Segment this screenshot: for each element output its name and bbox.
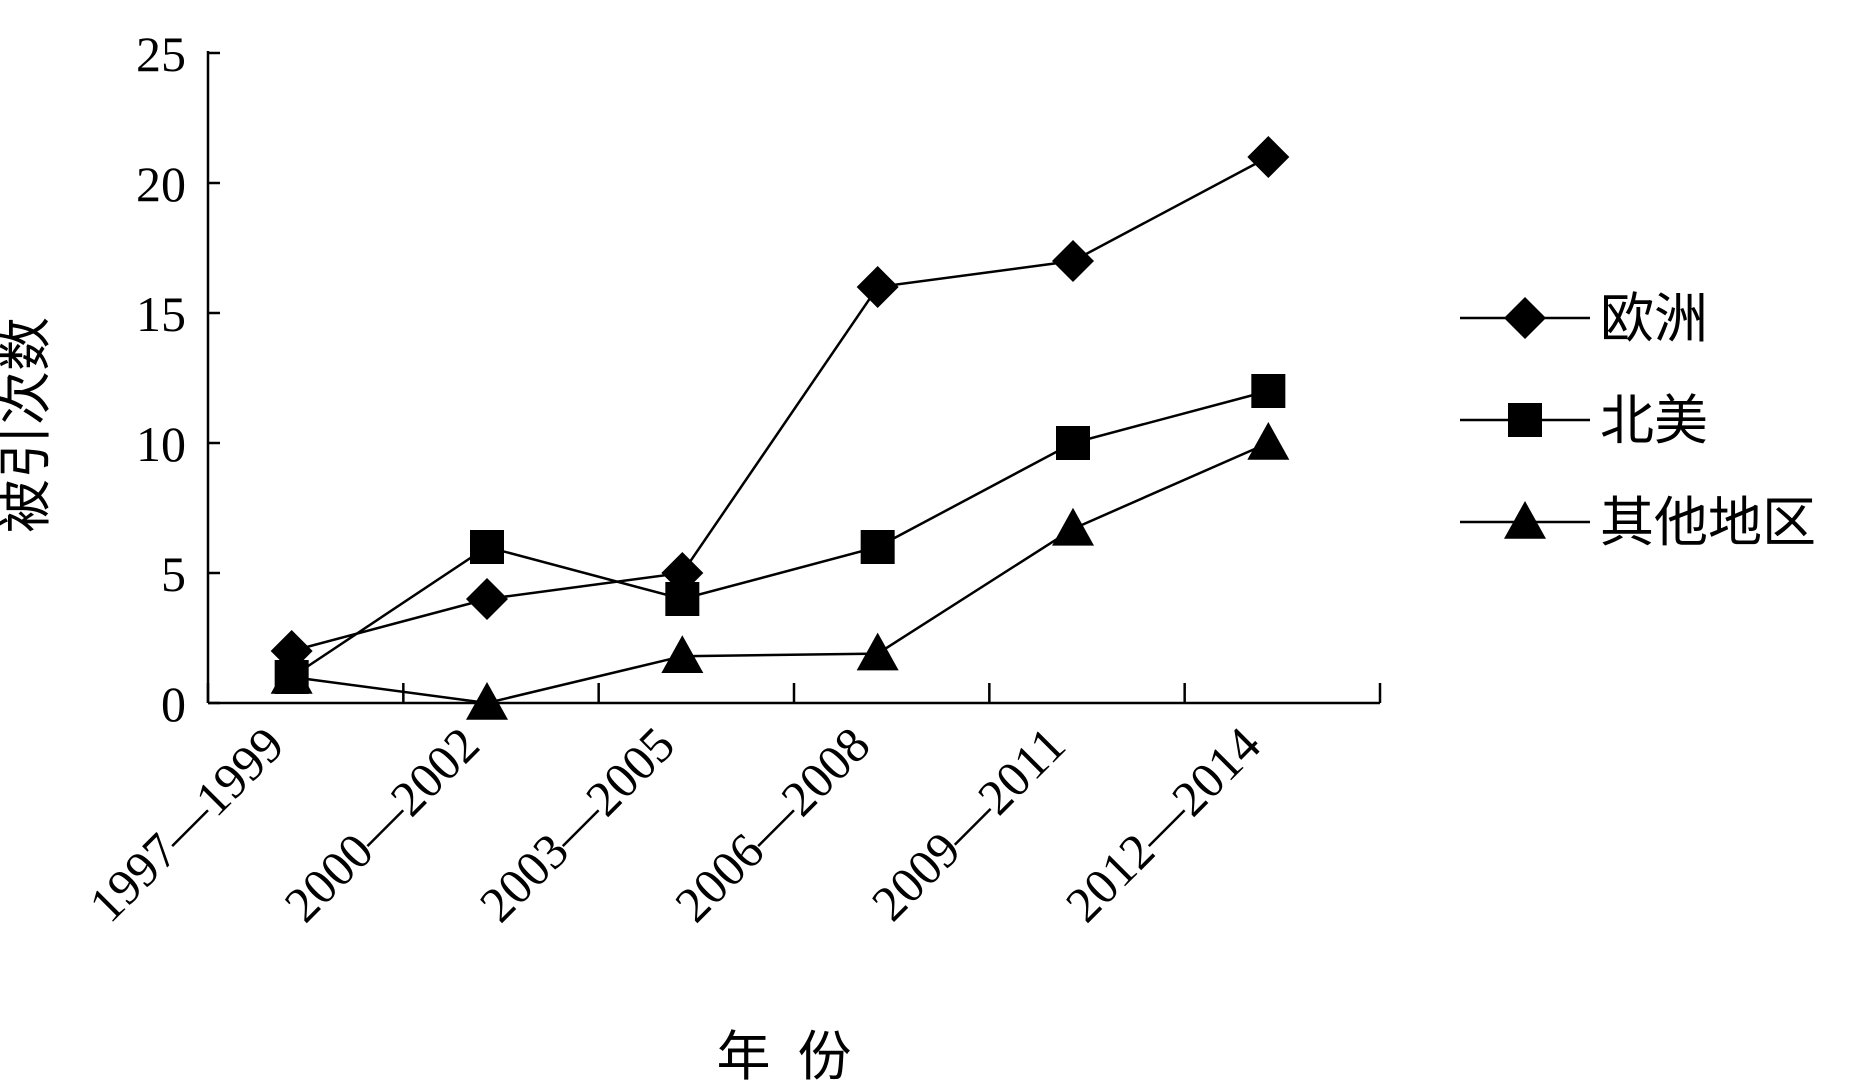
data-point-square <box>860 530 895 564</box>
series-line <box>291 441 1269 705</box>
legend-label: 北美 <box>1600 391 1708 451</box>
x-axis-title: 年 份 <box>717 1027 852 1087</box>
data-point-triangle <box>270 656 313 694</box>
y-tick-label: 25 <box>136 26 186 82</box>
x-tick-label: 2003—2005 <box>469 716 685 932</box>
y-tick-label: 0 <box>161 676 186 732</box>
data-point-square <box>470 530 504 564</box>
data-point-diamond <box>856 266 899 308</box>
y-axis-ticks: 0 5 10 15 20 25 <box>136 26 220 732</box>
x-axis-ticks: 1997—19992000—20022003—20052006—20082009… <box>78 683 1382 933</box>
series-group <box>270 136 1290 720</box>
x-tick-label: 2000—2002 <box>273 716 489 932</box>
legend-marker-triangle <box>1504 501 1546 539</box>
series-line <box>291 155 1269 653</box>
y-tick-label: 15 <box>136 286 186 342</box>
legend-label: 欧洲 <box>1600 289 1708 349</box>
data-point-square <box>665 582 700 616</box>
data-point-diamond <box>466 578 508 620</box>
axes <box>206 51 1380 705</box>
data-point-triangle <box>466 682 508 720</box>
data-point-square <box>1251 374 1286 408</box>
data-point-diamond <box>1052 240 1094 282</box>
legend-item: 其他地区 <box>1460 493 1816 553</box>
data-point-triangle <box>856 632 899 671</box>
x-tick-label: 2012—2014 <box>1055 716 1271 932</box>
data-point-triangle <box>1247 422 1290 460</box>
series-diamond <box>270 136 1290 672</box>
y-tick-label: 5 <box>161 546 186 602</box>
data-point-diamond <box>1247 136 1290 178</box>
y-tick-label: 10 <box>136 416 186 472</box>
legend-marker-square <box>1508 403 1542 437</box>
legend-item: 北美 <box>1460 391 1708 451</box>
data-point-square <box>1056 426 1090 460</box>
y-axis-title: 被引次数 <box>0 317 56 533</box>
x-tick-label: 2009—2011 <box>861 716 1076 931</box>
legend-marker-diamond <box>1504 297 1546 339</box>
y-tick-label: 20 <box>136 156 186 212</box>
data-point-triangle <box>661 635 704 673</box>
x-tick-label: 2006—2008 <box>664 716 880 932</box>
data-point-triangle <box>1052 507 1094 546</box>
series-line <box>290 389 1269 679</box>
series-triangle <box>270 422 1290 720</box>
x-tick-label: 1997—1999 <box>78 716 294 932</box>
series-square <box>274 374 1286 694</box>
legend-label: 其他地区 <box>1600 493 1816 553</box>
legend-item: 欧洲 <box>1460 289 1708 349</box>
